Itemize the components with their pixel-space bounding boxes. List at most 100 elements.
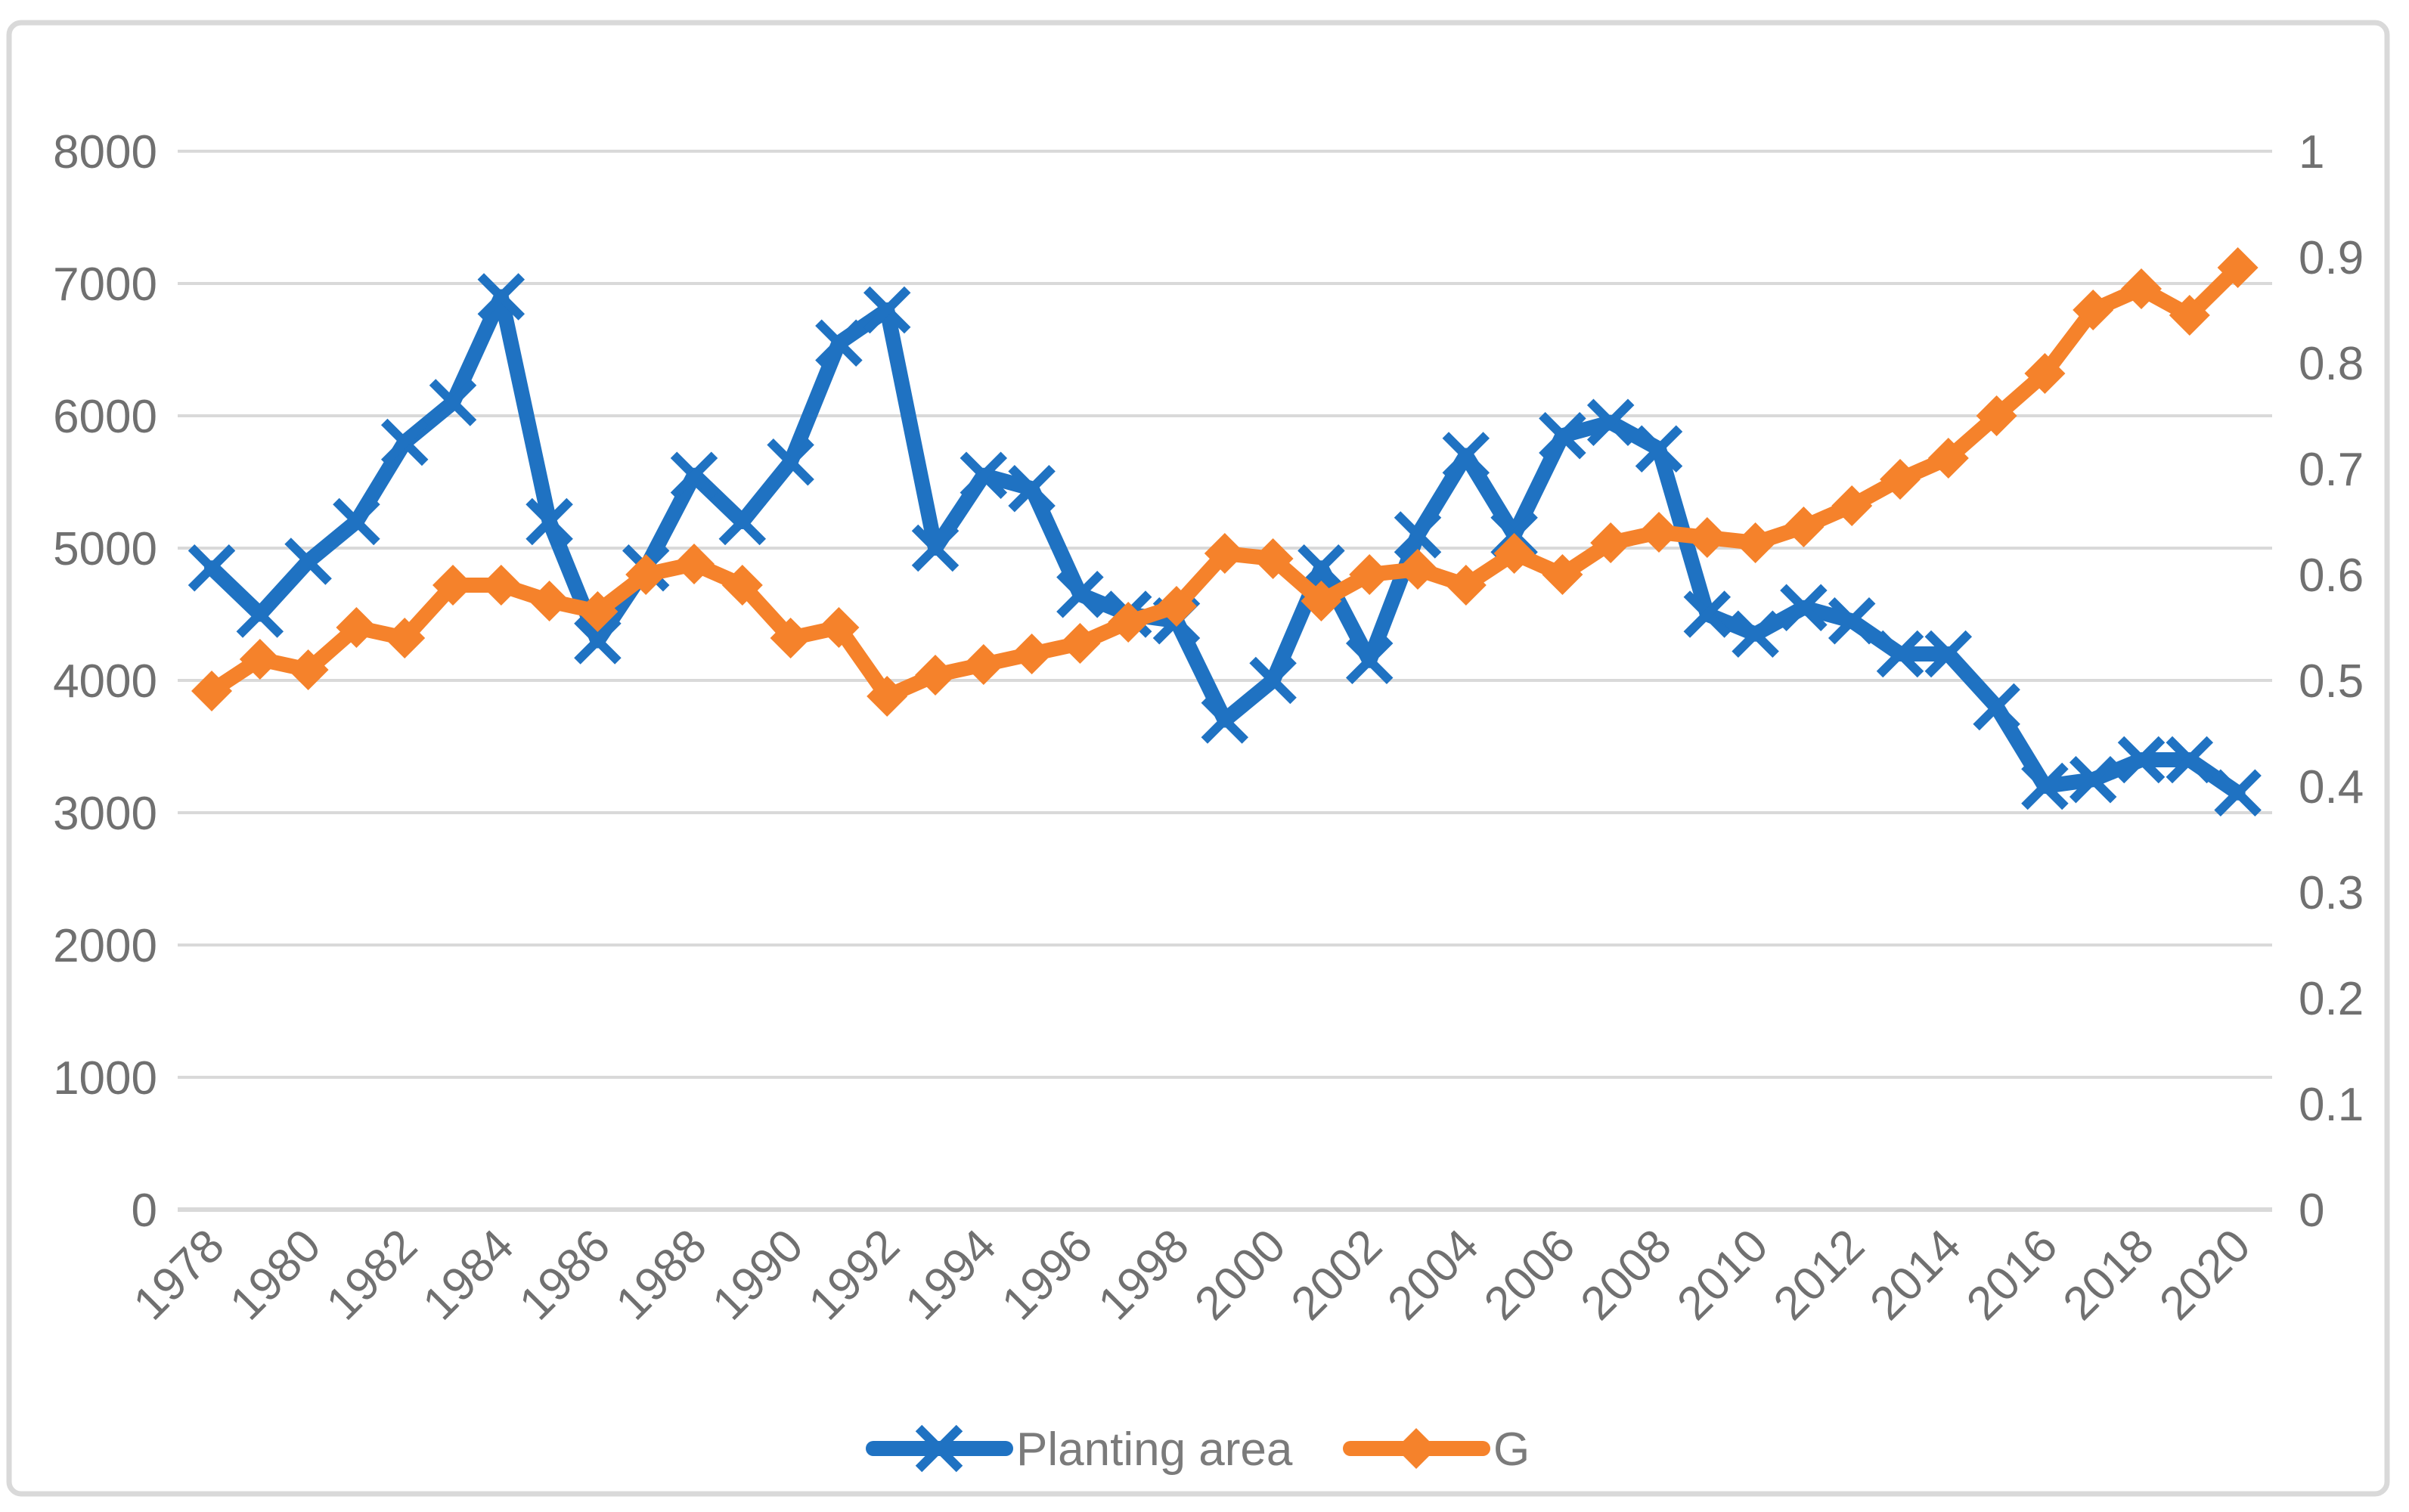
series-planting-area[interactable] [188, 273, 2262, 816]
x-marker-stroke [284, 538, 332, 585]
x-marker-stroke [188, 544, 236, 592]
x-marker-stroke [1973, 683, 2020, 731]
diamond-marker [2169, 295, 2210, 336]
right-axis-tick-label: 0.1 [2299, 1079, 2364, 1131]
x-axis-tick-label: 1988 [606, 1219, 717, 1330]
diamond-marker [1108, 602, 1149, 643]
diamond-marker [867, 676, 908, 717]
x-marker-stroke [1683, 590, 1732, 638]
diamond-marker [1445, 565, 1487, 606]
gridlines [178, 150, 2272, 1212]
x-axis-tick-label: 2002 [1282, 1219, 1392, 1330]
left-axis-tick-label: 0 [132, 1185, 157, 1237]
x-axis-tick-label: 2004 [1378, 1219, 1488, 1330]
x-axis-tick-label: 1990 [702, 1219, 813, 1330]
x-axis-tick-label: 1998 [1089, 1219, 1199, 1330]
x-marker-stroke [863, 286, 911, 334]
x-marker-stroke [2117, 736, 2166, 784]
x-marker-stroke [911, 524, 960, 572]
x-marker-stroke [236, 590, 284, 638]
x-marker [1780, 584, 1828, 631]
right-axis-tick-label: 0.9 [2299, 232, 2364, 284]
diamond-marker [674, 544, 715, 584]
legend-item-g[interactable]: G [1343, 1424, 1530, 1476]
x-marker [1683, 590, 1732, 638]
chart-border [6, 20, 2390, 1497]
right-axis-tick-label: 0.5 [2299, 655, 2364, 708]
diamond-marker [2121, 268, 2162, 309]
x-marker [526, 497, 573, 546]
diamond-marker [1639, 512, 1679, 553]
diamond-marker [915, 655, 956, 696]
x-axis-tick-label: 2012 [1764, 1219, 1874, 1330]
x-marker [1056, 571, 1104, 618]
x-marker [2117, 736, 2166, 784]
left-axis-tick-label: 8000 [53, 126, 157, 178]
right-axis-tick-label: 0 [2299, 1185, 2324, 1237]
left-axis-tick-label: 2000 [53, 920, 157, 972]
x-marker-stroke [2069, 756, 2117, 804]
series-g[interactable] [191, 247, 2259, 717]
x-axis-tick-label: 2000 [1185, 1219, 1295, 1330]
x-marker [911, 524, 960, 572]
right-axis-tick-label: 0.7 [2299, 444, 2364, 496]
left-axis-tick-label: 6000 [53, 391, 157, 443]
x-marker [284, 538, 332, 585]
diamond-marker [384, 618, 426, 658]
diamond-marker [1156, 586, 1197, 627]
diamond-marker [963, 644, 1004, 685]
x-axis-tick-label: 1982 [317, 1219, 427, 1330]
diamond-marker [1783, 507, 1825, 547]
x-axis-tick-label: 2018 [2054, 1219, 2164, 1330]
x-marker-stroke [333, 497, 380, 546]
diamond-marker [1831, 485, 1873, 526]
x-marker-stroke [1008, 465, 1056, 513]
diamond-marker [2024, 353, 2066, 394]
x-marker-stroke [815, 319, 863, 367]
x-marker [670, 451, 718, 499]
diamond-marker [1011, 634, 1053, 674]
left-axis-tick-label: 4000 [53, 655, 157, 708]
x-marker [815, 319, 863, 367]
x-axis-tick-labels: 1978198019821984198619881990199219941996… [124, 1219, 2261, 1330]
diamond-marker [287, 649, 329, 690]
legend-diamond-marker-icon [1396, 1428, 1437, 1469]
x-marker-stroke [2166, 736, 2214, 784]
right-axis-tick-labels: 0 0.1 0.2 0.3 0.4 0.5 0.6 0.7 0.8 0.9 1 [2299, 126, 2364, 1237]
x-axis-tick-label: 2020 [2150, 1219, 2260, 1330]
diamond-marker [577, 591, 619, 632]
x-marker [1973, 683, 2020, 731]
x-axis-tick-label: 2010 [1667, 1219, 1778, 1330]
x-marker-stroke [1876, 630, 1924, 678]
diamond-marker [239, 639, 281, 680]
x-axis-tick-label: 1992 [799, 1219, 910, 1330]
x-marker [1635, 425, 1683, 472]
diamond-marker [1880, 459, 1921, 500]
diamond-marker [625, 554, 667, 595]
x-marker [718, 497, 767, 546]
x-marker [767, 438, 814, 486]
left-axis-tick-label: 7000 [53, 259, 157, 311]
x-marker-stroke [574, 617, 622, 665]
x-axis-tick-label: 2008 [1571, 1219, 1682, 1330]
diamond-marker [1204, 533, 1245, 574]
left-axis-tick-label: 1000 [53, 1052, 157, 1105]
diamond-marker [433, 565, 473, 606]
x-marker-stroke [1924, 630, 1973, 678]
diamond-marker [1542, 554, 1583, 595]
diamond-marker [2073, 290, 2114, 330]
legend-item-planting-area[interactable]: Planting area [866, 1424, 1293, 1476]
right-axis-tick-label: 0.6 [2299, 550, 2364, 602]
x-marker [429, 379, 477, 426]
x-marker [2021, 762, 2069, 810]
diamond-marker [1397, 549, 1438, 590]
x-marker [380, 418, 429, 466]
x-marker [2214, 769, 2262, 816]
diamond-marker [2217, 247, 2259, 288]
legend: Planting area G [866, 1424, 1530, 1476]
diamond-marker [191, 671, 232, 711]
x-marker [236, 590, 284, 638]
x-marker-stroke [1345, 637, 1394, 684]
diamond-marker [1349, 554, 1391, 595]
